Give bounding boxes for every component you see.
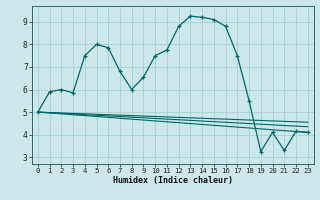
X-axis label: Humidex (Indice chaleur): Humidex (Indice chaleur) bbox=[113, 176, 233, 185]
